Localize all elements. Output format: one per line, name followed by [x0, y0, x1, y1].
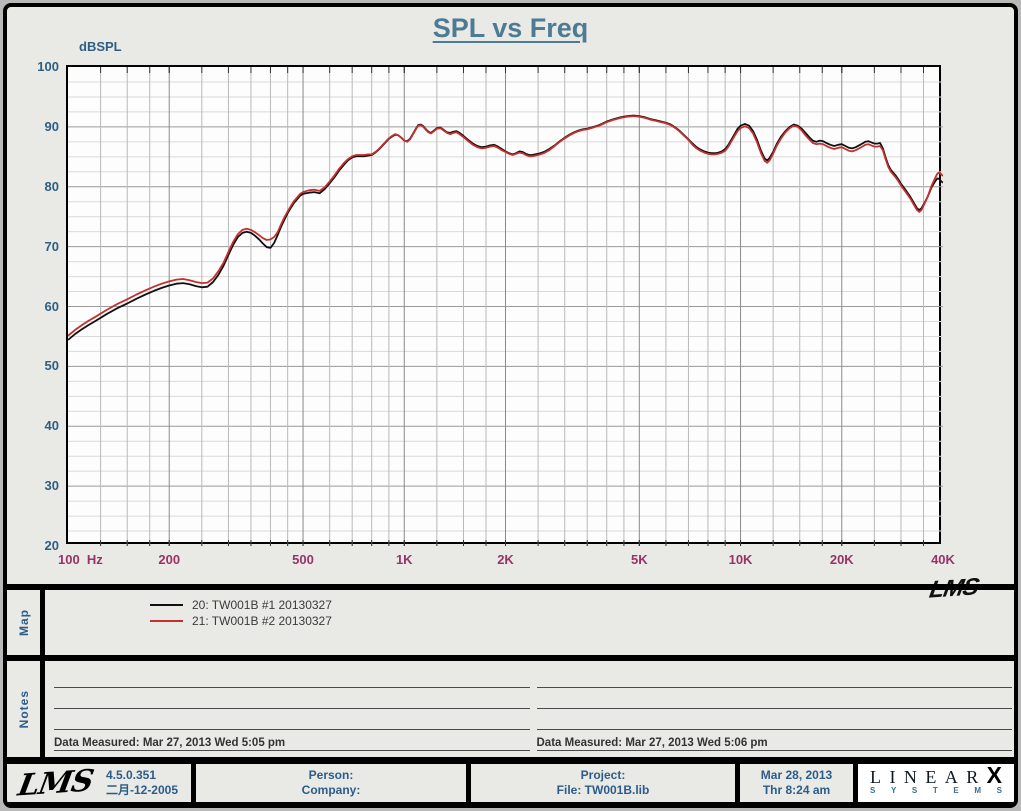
file-label: File: TW001B.lib	[556, 783, 650, 797]
legend-swatch-line	[150, 620, 183, 622]
app-window: SPL vs Freq dBSPL LMS 100908070605040302…	[3, 3, 1018, 808]
series-curve	[68, 115, 943, 337]
brand-systems-letter: T	[932, 786, 938, 795]
vertical-divider	[853, 764, 858, 802]
vertical-divider	[40, 661, 45, 757]
footer-person-cell: Person: Company:	[196, 764, 466, 802]
company-label: Company:	[301, 783, 361, 797]
vertical-divider	[40, 590, 45, 655]
notes-panel: Notes Data Measured: Mar 27, 2013 Wed 5:…	[7, 661, 1014, 757]
note-blank-line[interactable]	[54, 709, 530, 730]
data-measured-line: Data Measured: Mar 27, 2013 Wed 5:05 pm	[54, 730, 530, 751]
brand-x-letter: X	[986, 762, 1002, 788]
footer-version-cell: LMS 4.5.0.351 二月-12-2005	[7, 762, 191, 804]
brand-letter: R	[966, 767, 979, 787]
note-blank-line[interactable]	[54, 667, 530, 688]
note-blank-line[interactable]	[536, 709, 1012, 730]
x-tick-label: 10K	[728, 552, 753, 567]
plot-svg	[68, 67, 943, 546]
notes-column[interactable]: Data Measured: Mar 27, 2013 Wed 5:06 pm	[536, 661, 1012, 757]
notes-panel-content: Data Measured: Mar 27, 2013 Wed 5:05 pm D…	[45, 661, 1014, 757]
brand-systems-letter: S	[870, 786, 876, 795]
vertical-divider	[466, 764, 471, 802]
y-tick-label: 50	[44, 358, 59, 374]
notes-column[interactable]: Data Measured: Mar 27, 2013 Wed 5:05 pm	[54, 661, 530, 757]
app-version: 4.5.0.351	[105, 768, 157, 782]
note-blank-line[interactable]	[536, 667, 1012, 688]
x-tick-label: 5K	[631, 552, 648, 567]
vertical-divider	[735, 764, 740, 802]
y-tick-label: 70	[44, 238, 59, 254]
y-tick-label: 60	[44, 298, 59, 314]
legend-item[interactable]: 20: TW001B #1 20130327	[150, 597, 332, 613]
brand-systems-letter: Y	[890, 786, 897, 795]
x-tick-label: 2K	[497, 552, 514, 567]
data-measured-line: Data Measured: Mar 27, 2013 Wed 5:06 pm	[536, 730, 1012, 751]
note-blank-line[interactable]	[54, 688, 530, 709]
map-panel: Map 20: TW001B #1 20130327 21: TW001B #2 …	[7, 590, 1014, 655]
footer-bar: LMS 4.5.0.351 二月-12-2005 Person: Company…	[7, 762, 1014, 804]
note-blank-line[interactable]	[536, 688, 1012, 709]
curve-legend: 20: TW001B #1 20130327 21: TW001B #2 2013…	[150, 597, 332, 629]
notes-panel-label: Notes	[16, 689, 31, 729]
notes-panel-label-cell: Notes	[7, 661, 40, 757]
lms-logo: LMS	[15, 762, 96, 804]
print-date: Mar 28, 2013	[760, 768, 833, 782]
brand-letter: L	[870, 767, 881, 787]
brand-systems-letter: S	[911, 786, 918, 795]
print-time: Thr 8:24 am	[762, 783, 831, 797]
section-divider	[7, 655, 1014, 661]
x-tick-label: 40K	[931, 552, 955, 567]
brand-letter: N	[903, 767, 917, 787]
footer-datetime-cell: Mar 28, 2013 Thr 8:24 am	[740, 764, 853, 802]
person-label: Person:	[308, 768, 354, 782]
chart-title: SPL vs Freq	[432, 13, 589, 43]
vertical-divider	[191, 764, 196, 802]
y-tick-label: 80	[44, 178, 59, 194]
legend-swatch-line	[150, 604, 183, 606]
y-tick-label: 90	[44, 118, 59, 134]
x-tick-label: 500	[292, 552, 314, 567]
legend-item-label: 20: TW001B #1 20130327	[192, 598, 332, 612]
y-tick-label: 20	[44, 538, 59, 553]
brand-systems-letter: S	[996, 786, 1002, 795]
map-panel-label-cell: Map	[7, 590, 40, 655]
y-tick-label: 30	[44, 478, 59, 494]
y-tick-label: 100	[37, 59, 59, 74]
chart-panel: SPL vs Freq dBSPL LMS 100 90 80 70 60 50 40 30 2…	[7, 7, 1014, 604]
brand-systems-letter: M	[974, 786, 981, 795]
section-divider	[7, 584, 1014, 590]
map-panel-content: 20: TW001B #1 20130327 21: TW001B #2 2013…	[45, 590, 1014, 655]
brand-letter: E	[925, 767, 937, 787]
brand-letter: A	[944, 767, 958, 787]
x-tick-label: 1K	[395, 552, 413, 567]
x-tick-label: 20K	[829, 552, 854, 567]
footer-project-cell: Project: File: TW001B.lib	[471, 764, 735, 802]
series-curve	[68, 114, 943, 341]
legend-item-label: 21: TW001B #2 20130327	[192, 614, 332, 628]
project-label: Project:	[580, 768, 626, 782]
brand-systems-letter: E	[953, 786, 959, 795]
x-tick-label: 200	[158, 552, 181, 567]
plot-area[interactable]: LMS	[66, 65, 981, 604]
y-axis-unit-label: dBSPL	[79, 39, 122, 54]
map-panel-label: Map	[16, 609, 31, 636]
brand-letter: I	[889, 767, 896, 787]
x-tick-label: 100 Hz	[58, 552, 103, 567]
app-version-date: 二月-12-2005	[105, 783, 179, 797]
section-divider	[7, 757, 1014, 762]
y-tick-label: 40	[44, 418, 59, 434]
legend-item[interactable]: 21: TW001B #2 20130327	[150, 613, 332, 629]
